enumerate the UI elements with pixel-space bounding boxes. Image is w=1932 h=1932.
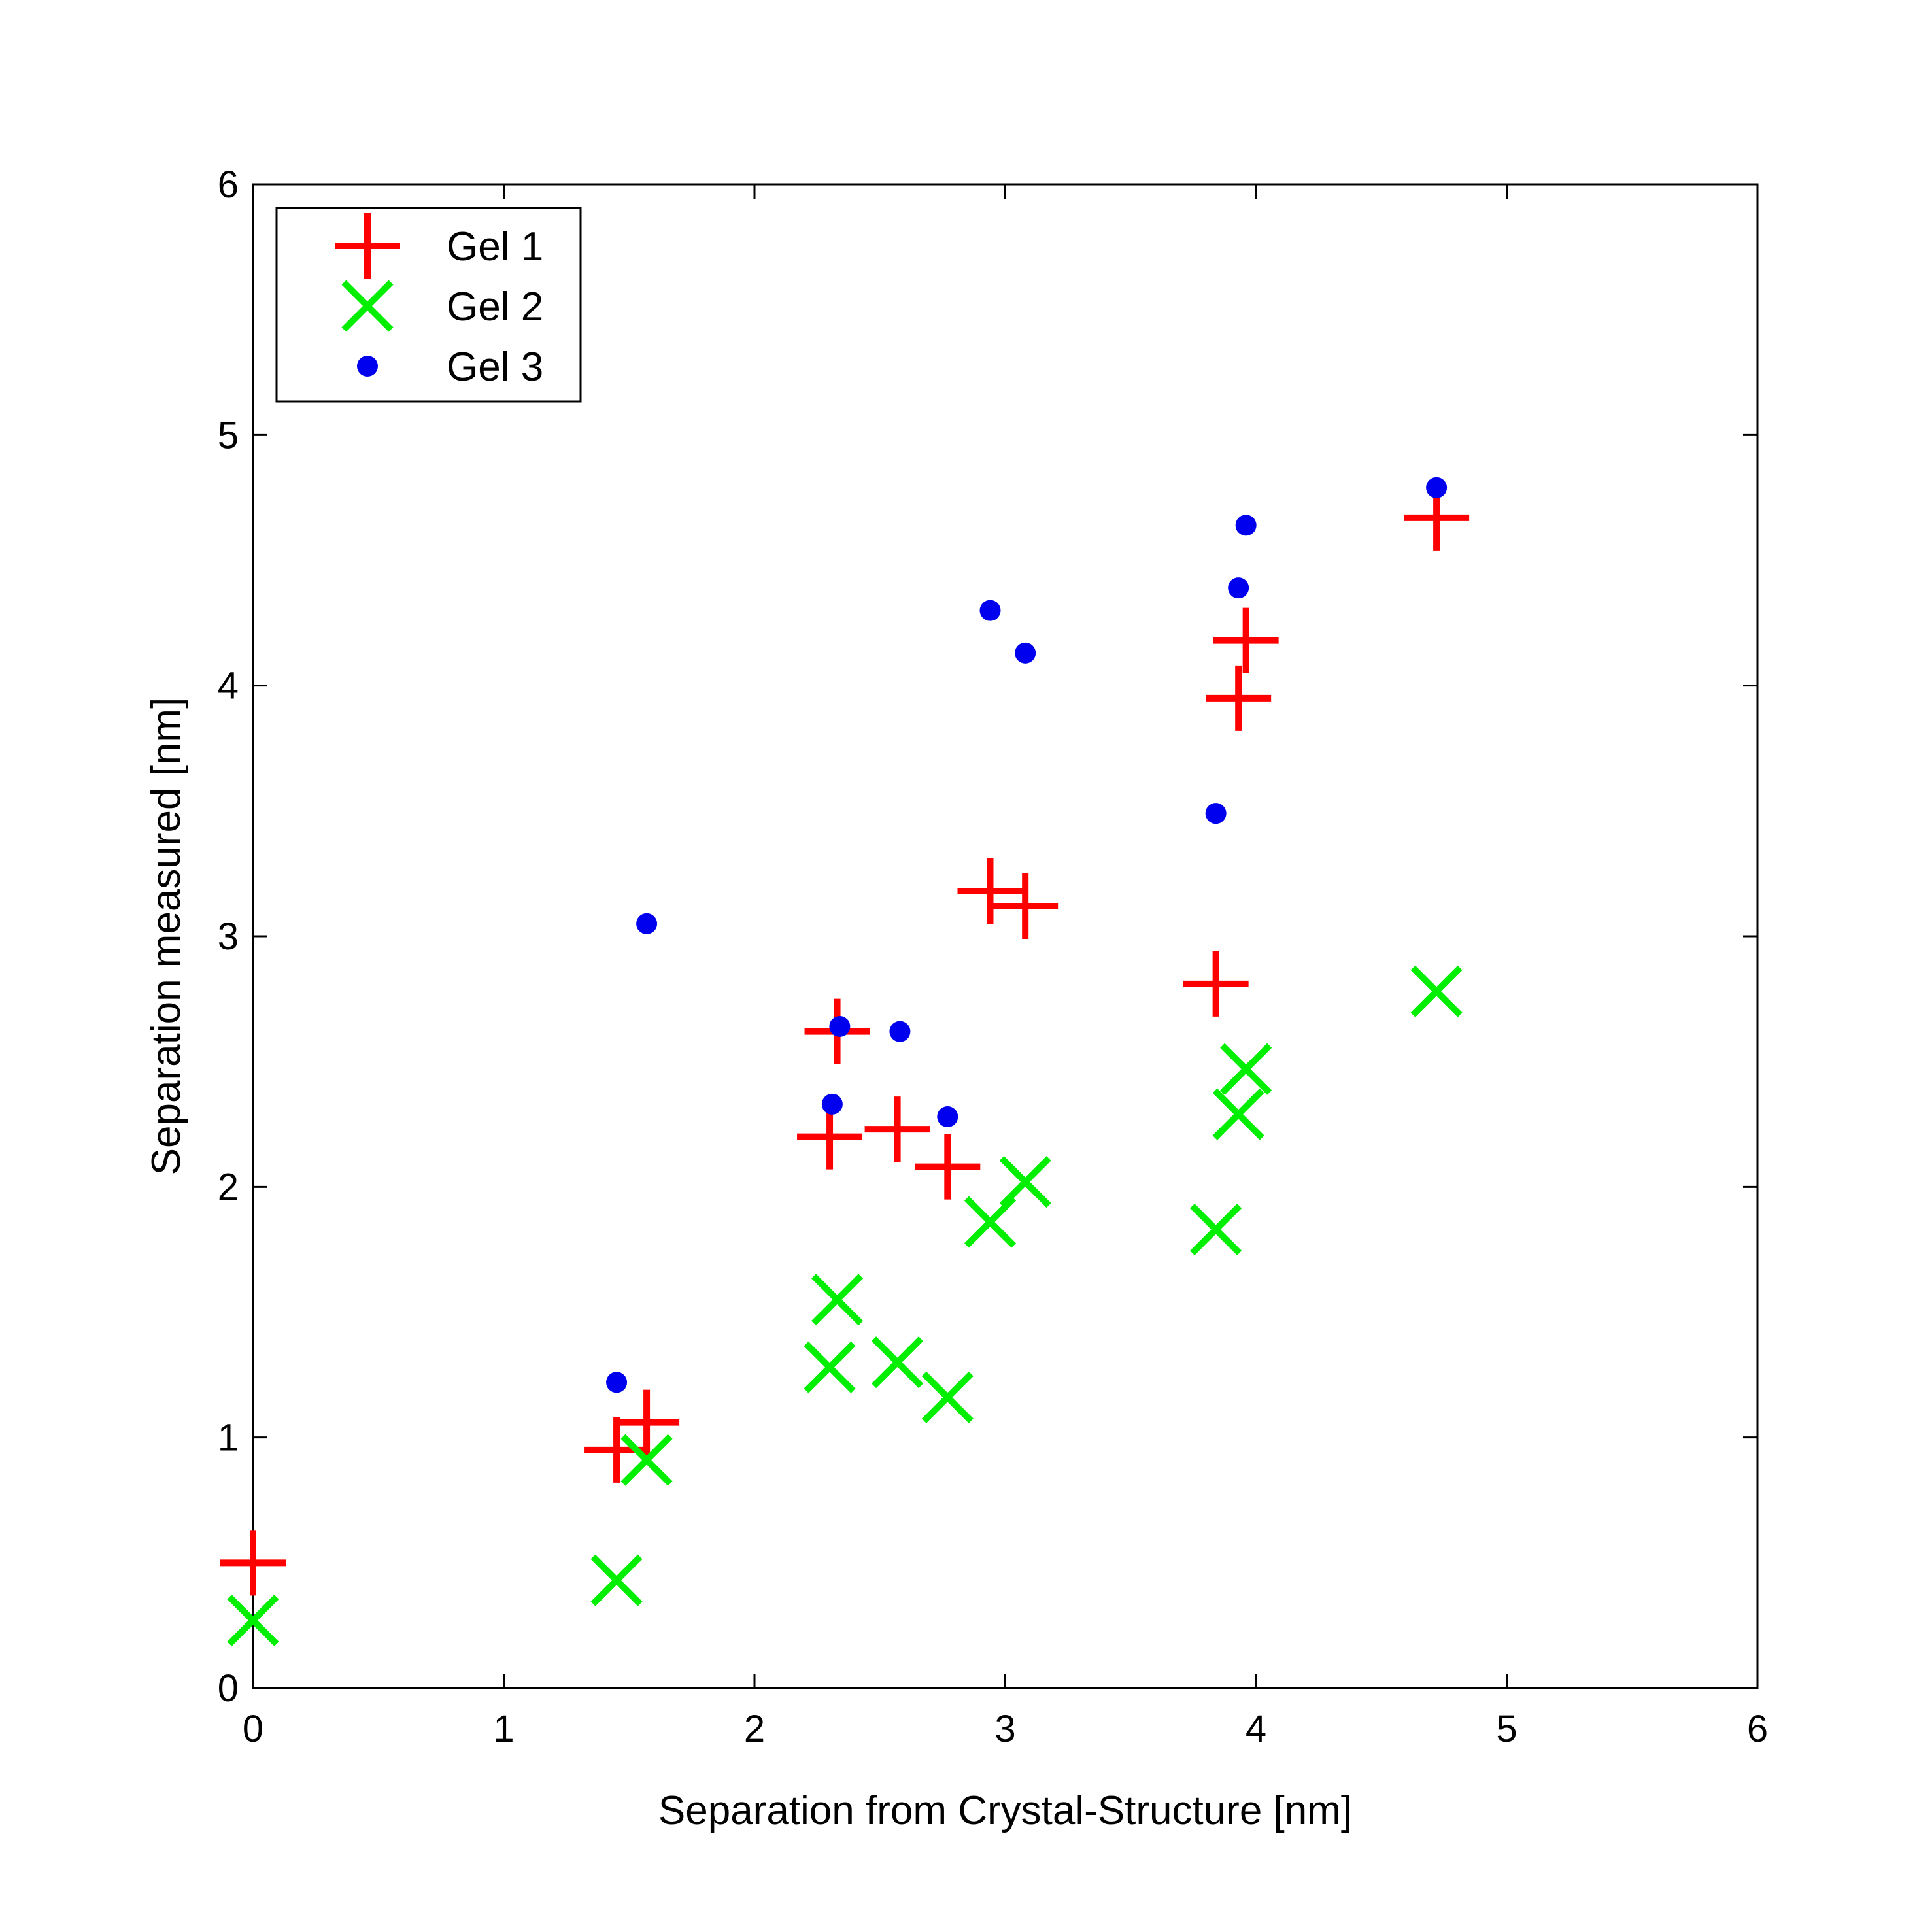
data-marks bbox=[220, 477, 1470, 1647]
series-3 bbox=[606, 477, 1448, 1393]
data-point bbox=[1228, 577, 1249, 599]
y-tick-label: 1 bbox=[218, 1417, 239, 1459]
legend-box bbox=[275, 207, 582, 403]
data-point bbox=[1410, 965, 1463, 1017]
legend-entry: Gel 2 bbox=[341, 280, 543, 332]
legend-label: Gel 1 bbox=[447, 224, 543, 269]
legend-label: Gel 3 bbox=[447, 345, 543, 390]
data-point bbox=[1220, 1043, 1272, 1095]
x-tick-label: 2 bbox=[744, 1708, 765, 1750]
data-point bbox=[590, 1554, 643, 1606]
y-tick-label: 2 bbox=[218, 1166, 239, 1208]
data-point bbox=[821, 1093, 843, 1115]
data-point bbox=[1205, 803, 1227, 824]
data-point bbox=[964, 1196, 1017, 1248]
data-point bbox=[999, 1156, 1051, 1208]
data-point bbox=[864, 1096, 930, 1162]
data-point bbox=[957, 858, 1023, 924]
data-point bbox=[220, 1530, 286, 1596]
legend-marker bbox=[357, 356, 378, 377]
data-point bbox=[979, 600, 1001, 621]
x-tick-label: 3 bbox=[994, 1708, 1015, 1750]
data-point bbox=[636, 913, 658, 934]
data-point bbox=[797, 1104, 863, 1170]
data-point bbox=[227, 1594, 279, 1647]
data-point bbox=[1183, 951, 1249, 1017]
y-tick-label: 4 bbox=[218, 665, 239, 707]
data-point bbox=[829, 1016, 851, 1037]
data-point bbox=[1213, 607, 1279, 673]
data-point bbox=[921, 1371, 974, 1423]
y-tick-label: 5 bbox=[218, 414, 239, 456]
data-point bbox=[915, 1134, 981, 1200]
y-tick-label: 3 bbox=[218, 915, 239, 958]
x-tick-label: 6 bbox=[1747, 1708, 1768, 1750]
data-point bbox=[1206, 665, 1272, 731]
data-point bbox=[1015, 642, 1036, 664]
data-point bbox=[872, 1336, 924, 1389]
y-tick-label: 6 bbox=[218, 163, 239, 206]
series-1 bbox=[220, 484, 1470, 1596]
data-point bbox=[1190, 1203, 1242, 1256]
legend-entry: Gel 3 bbox=[357, 345, 543, 390]
data-point bbox=[606, 1372, 628, 1393]
data-point bbox=[620, 1434, 673, 1486]
data-point bbox=[614, 1389, 680, 1455]
data-point bbox=[992, 873, 1059, 939]
y-axis-title: Separation measured [nm] bbox=[144, 698, 189, 1176]
data-point bbox=[889, 1021, 911, 1042]
x-tick-label: 1 bbox=[493, 1708, 514, 1750]
legend-entry: Gel 1 bbox=[335, 213, 543, 279]
x-axis-title: Separation from Crystal-Structure [nm] bbox=[658, 1788, 1352, 1833]
series-2 bbox=[227, 965, 1463, 1647]
data-point bbox=[1426, 477, 1448, 498]
data-point bbox=[811, 1274, 864, 1326]
y-tick-label: 0 bbox=[218, 1667, 239, 1710]
axis-ticks: 0 1 2 3 4 5 6 0 1 2 3 4 5 6 bbox=[218, 163, 1768, 1750]
legend-marker bbox=[335, 213, 400, 279]
data-point bbox=[1235, 515, 1257, 536]
data-point bbox=[937, 1106, 958, 1127]
x-tick-label: 4 bbox=[1246, 1708, 1266, 1750]
data-point bbox=[1212, 1088, 1264, 1140]
legend: Gel 1 Gel 2 Gel 3 bbox=[275, 207, 582, 403]
x-tick-label: 0 bbox=[243, 1708, 263, 1750]
data-point bbox=[804, 1341, 856, 1393]
legend-marker bbox=[341, 280, 394, 332]
x-tick-label: 5 bbox=[1496, 1708, 1517, 1750]
legend-label: Gel 2 bbox=[447, 284, 543, 330]
